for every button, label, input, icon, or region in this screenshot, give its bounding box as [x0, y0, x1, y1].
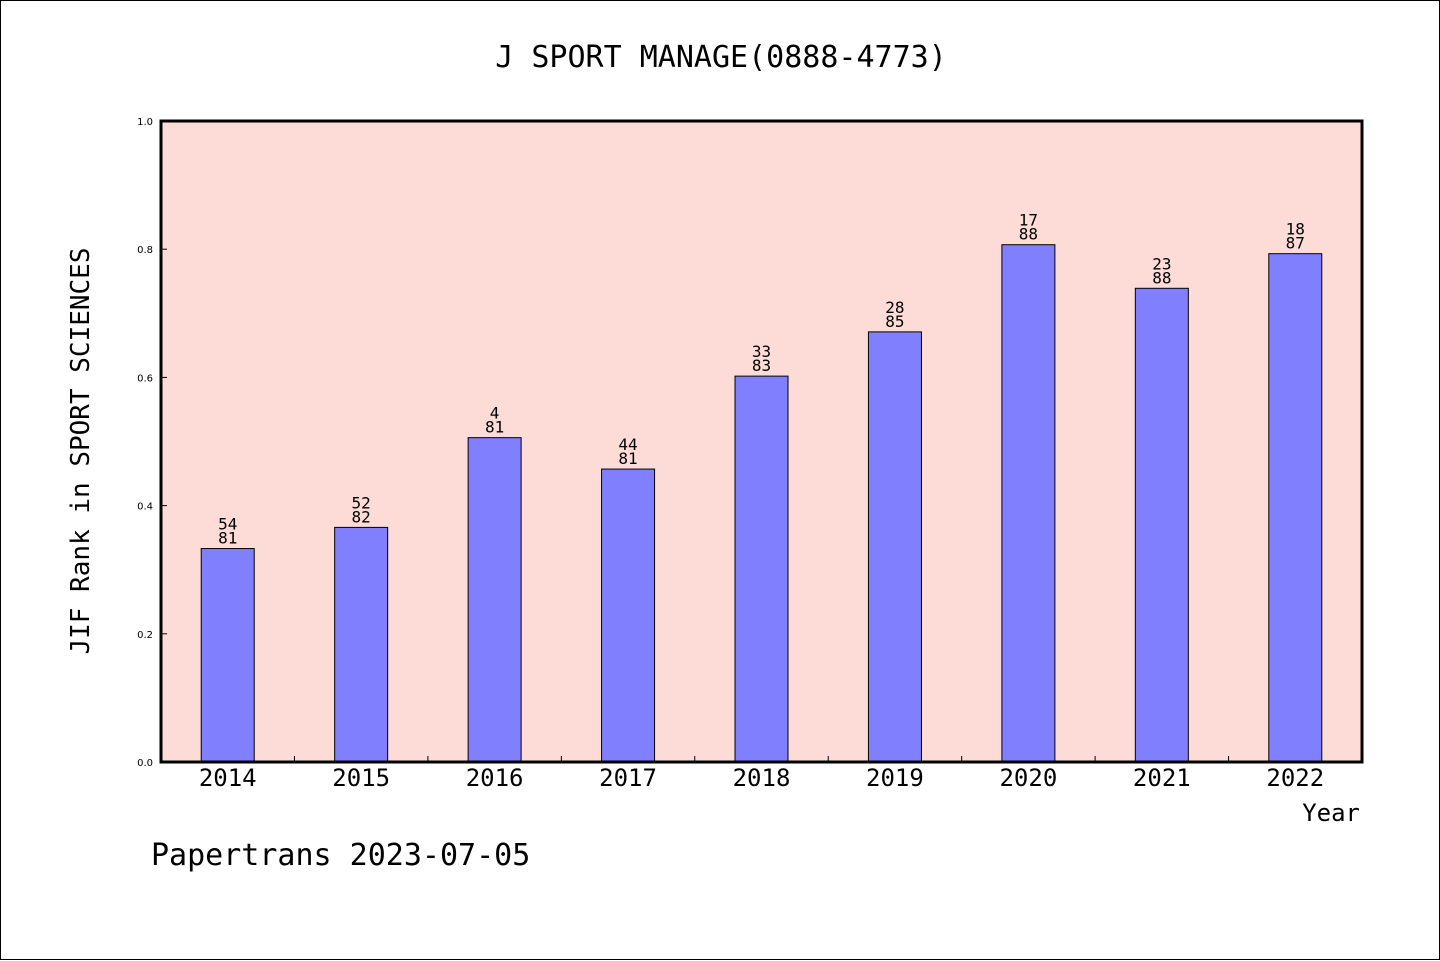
bar-total-label: 88 — [1019, 225, 1038, 244]
bar-2018 — [734, 375, 789, 763]
bar-2020 — [1001, 244, 1056, 763]
bar-total-label: 81 — [218, 529, 237, 548]
y-tick-label: 0.2 — [137, 630, 153, 641]
bar-rank-label: 23 — [1152, 254, 1171, 273]
y-tick-label: 1.0 — [137, 117, 153, 128]
plot-frame — [159, 119, 1364, 764]
x-tick-label: 2021 — [1133, 764, 1191, 792]
x-axis-label: Year — [1302, 799, 1360, 827]
y-tick-label: 0.6 — [137, 373, 153, 384]
x-tick-label: 2019 — [866, 764, 924, 792]
y-tick-label: 0.4 — [137, 502, 153, 513]
bar-rank-label: 54 — [218, 515, 237, 534]
bar-total-label: 83 — [752, 356, 771, 375]
bar-total-label: 81 — [618, 449, 637, 468]
bar-total-label: 85 — [885, 312, 904, 331]
x-tick-label: 2022 — [1266, 764, 1324, 792]
x-tick-label: 2018 — [733, 764, 791, 792]
bar-rank-label: 17 — [1019, 211, 1038, 230]
x-tick-label: 2014 — [199, 764, 257, 792]
bar-rank-label: 52 — [352, 493, 371, 512]
x-tick-label: 2015 — [332, 764, 390, 792]
bar-rank-label: 28 — [885, 298, 904, 317]
y-tick-label: 0.0 — [137, 758, 153, 769]
bar-2017 — [601, 468, 656, 763]
y-axis-label: JIF Rank in SPORT SCIENCES — [66, 248, 96, 655]
bar-2021 — [1134, 287, 1189, 763]
chart-title: J SPORT MANAGE(0888-4773) — [495, 40, 947, 75]
bar-2019 — [867, 331, 922, 763]
bar-total-label: 82 — [352, 507, 371, 526]
bar-rank-label: 44 — [618, 435, 637, 454]
bar-2014 — [200, 548, 255, 763]
bar-2022 — [1268, 253, 1323, 763]
bar-total-label: 81 — [485, 418, 504, 437]
bar-2015 — [334, 526, 389, 763]
bar-total-label: 87 — [1286, 234, 1305, 253]
bar-total-label: 88 — [1152, 268, 1171, 287]
bar-rank-label: 4 — [490, 404, 500, 423]
x-axis: 2014 2015 2016 2017 2018 2019 2020 2021 2022 — [199, 756, 1324, 792]
bar-2016 — [467, 437, 522, 763]
bars-layer — [200, 244, 1323, 763]
y-tick-label: 0.8 — [137, 245, 153, 256]
x-tick-label: 2016 — [466, 764, 524, 792]
x-tick-label: 2020 — [999, 764, 1057, 792]
footer-text: Papertrans 2023-07-05 — [151, 838, 530, 873]
bar-rank-label: 18 — [1286, 220, 1305, 239]
x-tick-label: 2017 — [599, 764, 657, 792]
y-axis: 0.0 0.2 0.4 0.6 0.8 1.0 — [137, 117, 167, 769]
bar-rank-label: 33 — [752, 342, 771, 361]
